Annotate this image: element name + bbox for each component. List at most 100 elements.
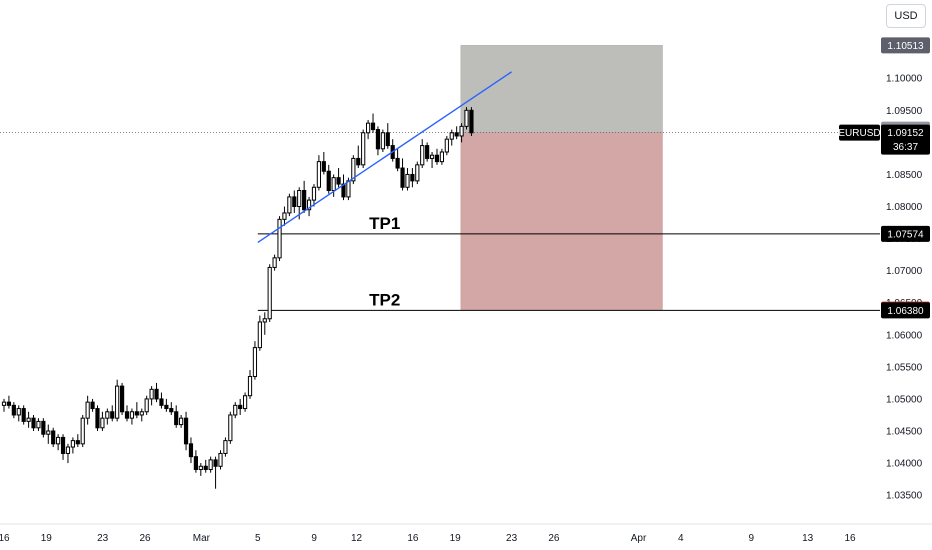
candle-body [41,420,46,435]
candle-body [31,417,36,429]
tp1-price-badge: 1.07574 [881,225,930,242]
candle [370,113,376,133]
take-profit-zone[interactable] [460,132,663,310]
symbol-badge-bg [839,124,880,141]
candle [415,161,420,185]
candle [164,398,169,412]
candle-body [119,385,125,413]
candle [336,168,341,188]
candle [85,395,90,425]
candle-body [110,411,115,419]
candle [41,418,46,438]
candle [46,424,51,444]
candle-body [198,465,203,470]
candle-body [375,129,381,150]
candle-body [144,398,149,413]
y-tick-label: 1.05500 [886,362,923,373]
candle [228,411,233,444]
position-zones[interactable] [460,45,663,310]
candle-body [346,180,351,198]
candle-body [233,404,238,416]
candle [95,405,100,432]
candle [105,408,110,425]
candle [252,341,258,380]
candle [282,206,287,226]
candle [262,312,267,335]
candle-body [351,157,356,182]
trendline-group[interactable] [257,71,512,244]
candle [169,402,174,415]
currency-button[interactable]: USD [886,4,926,28]
candle [464,107,469,130]
candle [174,405,179,428]
candle-body [434,154,440,163]
x-tick-label: 16 [844,533,856,544]
candle-body [213,459,218,467]
symbol-text: EURUSD [838,128,880,139]
tp1-price-badge-bg [881,225,930,242]
tp2-price-badge: 1.06380 [881,302,930,319]
candle [272,254,277,271]
candle [139,408,144,422]
candle [238,398,243,415]
candle [144,395,149,415]
candle [311,184,317,207]
candle-body [139,411,144,416]
candle-body [395,157,400,169]
candle [56,434,61,451]
candle-body [321,161,326,172]
candle-body [105,411,110,419]
candle-body [60,436,66,454]
candle [400,158,405,191]
candle-body [95,408,100,429]
candle-body [85,401,90,419]
candle [159,392,164,409]
candle [425,142,430,162]
candle-body [6,401,12,406]
candle-body [302,189,307,211]
candle [124,405,130,422]
candle [316,155,321,191]
candle-body [311,186,317,201]
candle [361,129,366,169]
candle-body [415,164,420,182]
candle-body [361,132,366,166]
candle-body [454,132,459,137]
candle-body [297,189,302,208]
y-tick-label: 1.03500 [886,491,923,502]
candle [449,129,454,146]
x-tick-label: 23 [506,533,518,544]
candle-body [400,167,405,188]
candle [129,408,135,425]
candle-body [277,218,282,259]
candle-body [228,414,233,442]
candle [198,463,203,476]
y-tick-label: 1.06000 [886,330,923,341]
candle-body [169,408,174,413]
stop-price-badge-text: 1.10513 [887,41,924,52]
x-tick-label: 19 [450,533,462,544]
candle-body [26,417,31,422]
candle [70,437,75,454]
trendline[interactable] [257,71,512,244]
candle [218,450,223,470]
stop-price-badge: 1.10513 [881,37,930,54]
tp2-price-badge-text: 1.06380 [887,306,924,317]
candle [11,402,16,419]
candle-body [154,388,159,400]
x-tick-label: 9 [749,533,755,544]
candle-body [262,318,267,323]
candle [375,126,381,156]
stop-loss-zone[interactable] [460,45,663,133]
candle-body [257,321,262,349]
candle [233,402,238,419]
horizontal-lines[interactable] [0,132,880,311]
candle-body [1,401,7,406]
candle [454,126,459,140]
candle-body [336,177,341,185]
candle-body [36,420,41,429]
candle [100,411,105,432]
x-axis[interactable]: 16 19 23 26 Mar 5 9 12 16 19 23 26 Apr 4 9 13 16 [0,533,856,544]
y-tick-label: 1.07000 [886,266,923,277]
